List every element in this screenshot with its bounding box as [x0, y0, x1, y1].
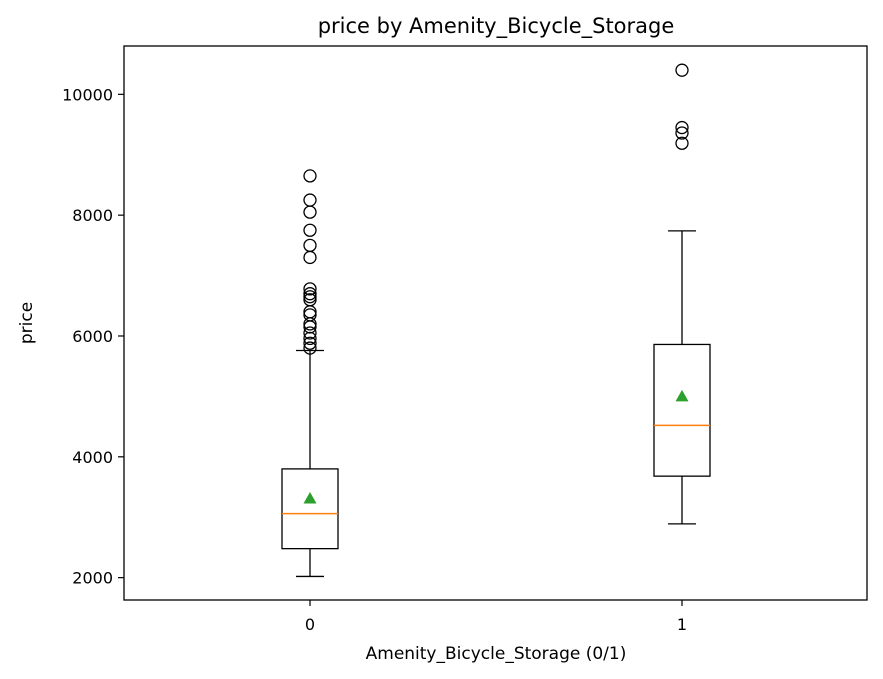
- outlier-point: [675, 126, 689, 140]
- mean-marker: [303, 492, 317, 504]
- outlier-point: [303, 290, 317, 304]
- x-axis-label: Amenity_Bicycle_Storage (0/1): [366, 644, 627, 664]
- y-tick-label: 10000: [62, 85, 113, 104]
- outlier-point: [303, 336, 317, 350]
- outlier-point: [675, 63, 689, 77]
- outlier-point: [675, 120, 689, 135]
- outlier-point: [303, 169, 317, 183]
- box: [653, 343, 711, 477]
- mean-marker: [675, 389, 689, 402]
- y-axis-label: price: [17, 302, 37, 344]
- outlier-point: [303, 282, 317, 296]
- box: [281, 468, 339, 550]
- outlier-point: [303, 193, 317, 207]
- outlier-point: [303, 238, 317, 253]
- outlier-point: [303, 287, 317, 301]
- outlier-point: [675, 136, 689, 150]
- outlier-point: [303, 293, 317, 307]
- x-tick-label: 1: [677, 615, 687, 634]
- outlier-point: [303, 341, 317, 355]
- x-tick-label: 0: [305, 615, 315, 634]
- y-tick-label: 2000: [72, 569, 113, 588]
- chart-title: price by Amenity_Bicycle_Storage: [318, 14, 675, 39]
- axes-frame: [123, 45, 868, 601]
- y-tick-label: 4000: [72, 448, 113, 467]
- y-tick-label: 6000: [72, 327, 113, 346]
- outlier-point: [303, 326, 317, 340]
- plot-area: 2000 4000 6000 8000 10000 0 1: [62, 45, 868, 634]
- outlier-point: [303, 308, 317, 322]
- y-tick-label: 8000: [72, 206, 113, 225]
- outlier-point: [303, 223, 317, 237]
